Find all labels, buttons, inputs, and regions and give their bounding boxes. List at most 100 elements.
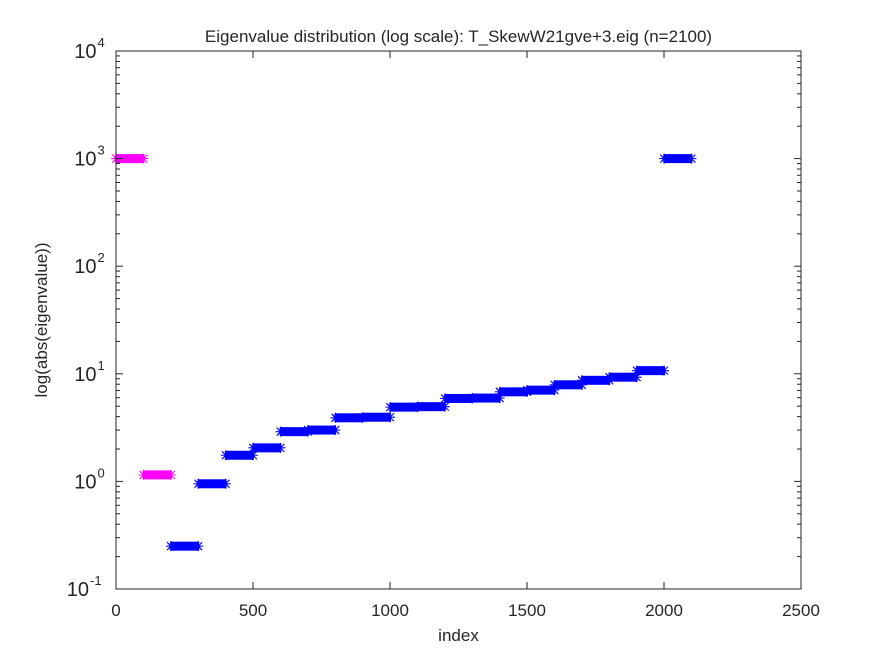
marker-run	[170, 541, 200, 551]
eigenvalue-segment	[357, 412, 395, 423]
marker-run	[581, 375, 611, 385]
asterisk-marker	[191, 542, 199, 550]
data-marks	[111, 153, 697, 552]
asterisk-marker	[657, 367, 665, 375]
eigenvalue-segment	[494, 386, 532, 397]
y-tick-label: 10 0	[74, 465, 104, 493]
y-tick-base: 10	[74, 256, 96, 278]
asterisk-marker	[383, 413, 391, 421]
asterisk-marker	[220, 478, 231, 489]
y-tick-label: 10 2	[74, 250, 104, 278]
y-tick-label: 10 4	[74, 35, 104, 63]
marker-run	[142, 470, 172, 480]
x-tick-label: 1500	[508, 601, 546, 620]
y-tick-exponent: 0	[98, 465, 105, 480]
y-tick-base: 10	[74, 364, 96, 386]
x-tick-label: 500	[239, 601, 267, 620]
plot-area	[116, 51, 801, 589]
eigenvalue-segment	[193, 478, 231, 489]
asterisk-marker	[493, 394, 500, 402]
marker-run	[361, 412, 391, 422]
y-tick-exponent: 1	[98, 358, 105, 373]
asterisk-marker	[547, 386, 555, 394]
asterisk-marker	[549, 385, 560, 396]
asterisk-marker	[275, 442, 286, 453]
x-tick-label: 1000	[371, 601, 409, 620]
asterisk-marker	[328, 426, 336, 434]
eigenvalue-segment	[303, 425, 341, 436]
y-tick-exponent: 4	[98, 35, 105, 50]
asterisk-marker	[385, 412, 395, 423]
asterisk-marker	[246, 451, 254, 459]
eigenvalue-segment	[138, 469, 176, 480]
y-tick-exponent: 3	[98, 143, 105, 158]
marker-run	[307, 425, 337, 435]
marker-run	[416, 402, 446, 412]
y-tick-base: 10	[74, 149, 96, 171]
y-axis-label: log(abs(eigenvalue))	[32, 243, 51, 398]
asterisk-marker	[686, 153, 697, 164]
y-tick-label: 10 3	[74, 143, 104, 171]
eigenvalue-segment	[220, 450, 258, 461]
marker-run	[279, 427, 309, 437]
asterisk-marker	[630, 373, 637, 381]
marker-run	[471, 393, 501, 403]
asterisk-marker	[248, 450, 258, 461]
y-tick-base: 10	[74, 41, 96, 63]
marker-run	[115, 154, 145, 164]
marker-run	[334, 413, 364, 423]
y-tick-exponent: 2	[98, 250, 105, 265]
asterisk-marker	[439, 401, 450, 412]
x-tick-label: 2000	[645, 601, 683, 620]
axes-box	[115, 50, 802, 590]
asterisk-marker	[193, 541, 204, 552]
series-0	[111, 153, 176, 480]
y-tick-label: 10 -1	[67, 573, 102, 601]
asterisk-marker	[494, 393, 505, 404]
eigenvalue-segment	[248, 442, 286, 453]
marker-run	[444, 393, 474, 403]
asterisk-marker	[631, 372, 642, 383]
y-tick-base: 10	[74, 471, 96, 493]
asterisk-marker	[164, 471, 172, 479]
y-tick-exponent: -1	[90, 573, 102, 588]
eigenvalue-segment	[467, 393, 505, 404]
marker-run	[553, 380, 583, 390]
eigenvalue-segment	[275, 426, 313, 437]
marker-run	[224, 450, 254, 460]
marker-run	[389, 402, 419, 412]
eigenvalue-segment	[522, 385, 560, 396]
asterisk-marker	[219, 480, 226, 488]
asterisk-marker	[165, 469, 176, 480]
y-tick-label: 10 1	[74, 358, 104, 386]
x-tick-label: 0	[111, 601, 120, 620]
chart-title: Eigenvalue distribution (log scale): T_S…	[205, 27, 712, 46]
asterisk-marker	[659, 365, 669, 376]
eigenvalue-segment	[166, 541, 204, 552]
series-1	[166, 153, 697, 552]
marker-run	[197, 479, 227, 489]
y-tick-base: 10	[67, 579, 89, 601]
asterisk-marker	[138, 153, 149, 164]
x-tick-label: 2500	[782, 601, 820, 620]
asterisk-marker	[136, 155, 144, 162]
marker-run	[526, 385, 556, 395]
asterisk-marker	[273, 444, 281, 452]
asterisk-marker	[575, 381, 583, 389]
marker-run	[635, 366, 665, 376]
marker-run	[252, 443, 282, 453]
eigenvalue-segment	[412, 401, 450, 412]
eigenvalue-segment	[659, 153, 697, 164]
marker-run	[498, 387, 528, 397]
asterisk-marker	[684, 155, 692, 162]
eigenvalue-segment	[631, 365, 669, 376]
marker-run	[663, 154, 693, 164]
marker-run	[608, 372, 638, 382]
eigenvalue-segment	[604, 372, 642, 383]
x-axis-label: index	[438, 626, 479, 645]
asterisk-marker	[330, 425, 341, 436]
eigenvalue-segment	[111, 153, 149, 164]
asterisk-marker	[438, 403, 446, 411]
